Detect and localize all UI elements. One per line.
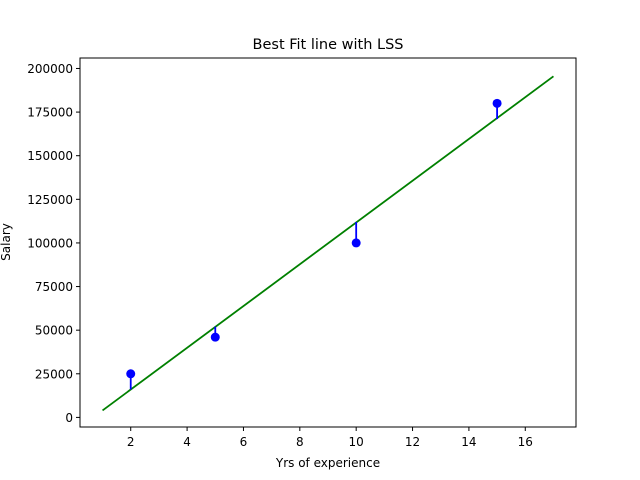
x-tick-label: 2 bbox=[127, 435, 135, 449]
y-tick-label: 50000 bbox=[35, 324, 73, 338]
y-axis-label: Salary bbox=[0, 223, 13, 261]
data-point-1 bbox=[126, 369, 136, 379]
y-tick-label: 125000 bbox=[27, 193, 73, 207]
x-tick-label: 16 bbox=[518, 435, 533, 449]
y-tick-label: 0 bbox=[65, 411, 73, 425]
data-point-3 bbox=[351, 238, 361, 248]
x-tick-label: 12 bbox=[405, 435, 420, 449]
x-axis-label: Yrs of experience bbox=[275, 456, 380, 470]
x-tick-label: 8 bbox=[296, 435, 304, 449]
data-point-4 bbox=[492, 98, 502, 108]
y-tick-label: 150000 bbox=[27, 149, 73, 163]
y-tick-label: 75000 bbox=[35, 280, 73, 294]
best-fit-line bbox=[102, 75, 554, 412]
data-point-2 bbox=[210, 332, 220, 342]
x-tick-label: 14 bbox=[461, 435, 476, 449]
x-tick-label: 4 bbox=[183, 435, 191, 449]
y-tick-label: 200000 bbox=[27, 62, 73, 76]
y-tick-label: 175000 bbox=[27, 106, 73, 120]
chart-title: Best Fit line with LSS bbox=[253, 37, 404, 53]
y-tick-label: 100000 bbox=[27, 236, 73, 250]
x-tick-label: 6 bbox=[240, 435, 248, 449]
y-tick-label: 25000 bbox=[35, 367, 73, 381]
plot-area bbox=[102, 75, 554, 412]
x-tick-label: 10 bbox=[349, 435, 364, 449]
